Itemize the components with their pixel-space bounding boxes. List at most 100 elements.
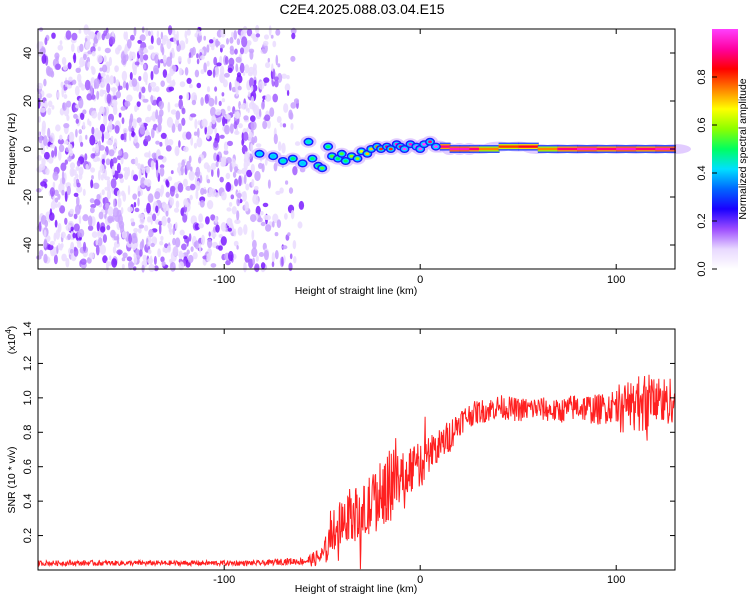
noise-speckle [44,37,48,46]
noise-speckle [116,162,121,174]
noise-speckle [73,176,77,184]
snr-panel: -100 0 100 0.2 0.4 0.6 0.8 1.0 1.2 1.4 Height of… [4,321,676,595]
noise-speckle [219,74,224,83]
noise-speckle [113,198,116,208]
noise-speckle [38,116,41,123]
signal-blob-core [339,152,344,156]
noise-speckle [200,187,205,195]
signal-blob-core [418,147,423,151]
noise-speckle [139,34,146,42]
noise-speckle [224,72,230,78]
noise-speckle [233,30,237,40]
noise-speckle [171,123,176,133]
noise-speckle [112,157,118,164]
noise-speckle [97,111,102,121]
noise-speckle [107,206,114,216]
noise-speckle [43,78,47,87]
noise-speckle [182,178,188,187]
noise-speckle [223,150,229,155]
noise-speckle [198,242,202,253]
noise-speckle [51,32,56,39]
noise-speckle [53,171,58,177]
noise-speckle [212,68,216,78]
noise-speckle [113,105,118,115]
signal-band-peak [616,147,637,151]
noise-speckle [284,83,291,92]
noise-speckle [218,234,223,238]
noise-speckle [186,235,189,247]
signal-band-peak [479,147,500,151]
noise-speckle [69,162,76,170]
noise-speckle [53,254,58,265]
noise-speckle [67,143,73,152]
noise-speckle [106,225,111,231]
noise-speckle [150,160,155,170]
noise-speckle [97,46,101,52]
y-tick-label: 0 [22,146,34,152]
noise-speckle [297,221,303,229]
noise-speckle [153,67,159,75]
noise-speckle [66,100,72,108]
noise-speckle [120,106,126,111]
noise-speckle [189,83,193,89]
noise-speckle [129,113,134,123]
noise-speckle [272,68,276,80]
noise-speckle [178,252,185,258]
x-tick-label: -100 [213,274,235,286]
noise-speckle [109,119,113,126]
x-tick-label: 100 [607,574,625,586]
noise-speckle [43,151,50,160]
noise-speckle [54,146,58,157]
noise-speckle [226,38,229,45]
noise-speckle [159,164,165,169]
noise-speckle [194,119,198,129]
noise-speckle [184,67,189,76]
noise-speckle [130,34,135,41]
noise-speckle [281,256,284,267]
noise-speckle [227,67,233,74]
noise-speckle [66,114,70,121]
signal-blob-core [300,162,305,165]
noise-speckle [171,47,175,53]
noise-speckle [170,170,174,175]
noise-speckle [87,61,91,68]
noise-speckle [73,52,77,64]
noise-speckle [63,80,71,85]
noise-speckle [126,94,133,102]
spectrogram-panel: -100 0 100 -40 -20 0 20 40 Height of straight … [6,24,691,297]
noise-speckle [227,227,232,232]
noise-speckle [89,134,96,146]
noise-speckle [216,154,220,162]
colorbar-tick-label: 0.8 [696,69,708,84]
noise-speckle [106,188,112,200]
noise-speckle [189,113,197,118]
noise-speckle [121,57,127,66]
noise-speckle [147,216,151,223]
noise-speckle [117,173,124,179]
noise-speckle [63,123,70,129]
noise-speckle [271,252,275,263]
noise-speckle [220,222,227,232]
noise-speckle [181,107,186,115]
noise-speckle [274,79,279,88]
noise-speckle [175,110,181,120]
noise-speckle [187,56,191,65]
signal-blob-core [306,140,311,144]
noise-speckle [43,253,48,264]
noise-speckle [115,91,121,99]
noise-speckle [213,56,218,66]
noise-speckle [290,123,294,130]
noise-speckle [96,194,101,200]
noise-speckle [147,241,152,247]
noise-speckle [40,146,45,155]
noise-speckle [101,158,105,165]
noise-speckle [154,54,159,64]
noise-speckle [72,232,77,239]
noise-speckle [76,185,83,193]
noise-speckle [170,185,176,192]
noise-speckle [174,145,180,157]
noise-speckle [133,174,138,182]
noise-speckle [198,223,204,229]
noise-speckle [54,219,58,228]
noise-speckle [224,56,229,65]
